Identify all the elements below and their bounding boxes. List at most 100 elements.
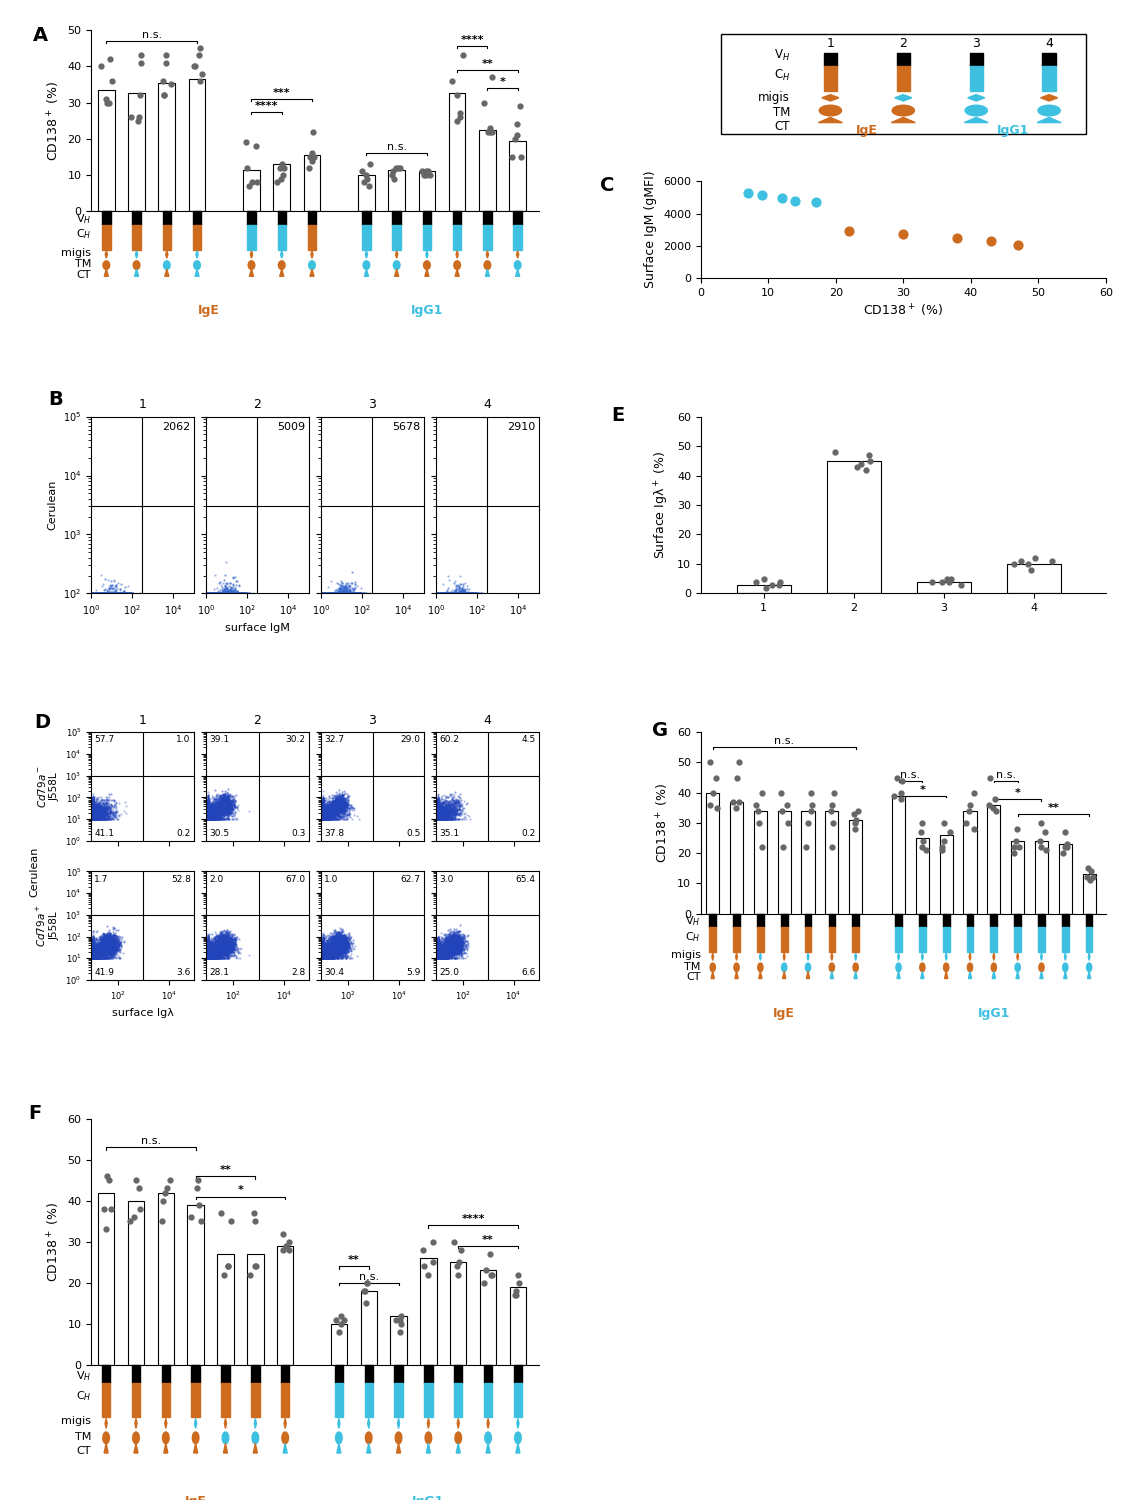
Point: [83, 940, 101, 964]
Point: [429, 940, 447, 964]
Point: [429, 945, 447, 969]
Point: [429, 940, 447, 964]
Point: [440, 938, 458, 962]
Point: [451, 582, 470, 606]
Point: [95, 582, 113, 606]
Point: [442, 924, 461, 948]
Point: [314, 794, 332, 818]
Point: [92, 933, 111, 957]
Point: [112, 582, 130, 606]
Point: [100, 582, 119, 606]
Point: [219, 798, 237, 822]
Point: [315, 940, 333, 964]
Point: [83, 807, 101, 831]
Point: [210, 582, 228, 606]
Point: [429, 936, 447, 960]
Point: [324, 582, 342, 606]
Point: [213, 932, 231, 956]
Point: [200, 939, 218, 963]
Point: [95, 946, 113, 970]
Point: [105, 582, 123, 606]
Point: [433, 942, 451, 966]
Point: [83, 940, 101, 964]
Point: [429, 804, 447, 828]
Point: [429, 927, 447, 951]
Point: [326, 944, 344, 968]
Point: [218, 933, 236, 957]
Point: [84, 802, 103, 826]
Point: [455, 582, 473, 606]
Point: [97, 933, 115, 957]
Point: [83, 940, 101, 964]
Point: [83, 946, 101, 970]
Point: [83, 938, 101, 962]
Point: [203, 944, 221, 968]
Point: [314, 936, 332, 960]
Point: [453, 580, 471, 604]
Point: [429, 806, 447, 830]
Point: [453, 582, 471, 606]
Point: [101, 582, 120, 606]
Point: [219, 582, 237, 606]
Point: [200, 802, 218, 826]
Point: [323, 806, 341, 830]
Point: [83, 939, 101, 963]
Point: [454, 582, 472, 606]
Point: [314, 944, 332, 968]
Point: [332, 582, 350, 606]
Point: [325, 802, 343, 826]
Point: [200, 801, 218, 825]
Point: [316, 939, 334, 963]
Point: [200, 796, 218, 820]
Point: [223, 582, 242, 606]
Point: [200, 800, 218, 824]
Ellipse shape: [193, 1432, 198, 1443]
Point: [200, 933, 218, 957]
Point: [335, 582, 353, 606]
Point: [435, 806, 454, 830]
Point: [429, 942, 447, 966]
Point: [314, 933, 332, 957]
Point: [319, 946, 337, 970]
Point: [315, 804, 333, 828]
Point: [218, 582, 236, 606]
Point: [221, 582, 239, 606]
Point: [320, 806, 339, 830]
Point: [83, 794, 101, 818]
Point: [429, 944, 447, 968]
Point: [314, 945, 332, 969]
Point: [318, 933, 336, 957]
Point: [227, 582, 245, 606]
Point: [83, 942, 101, 966]
Point: [429, 946, 447, 970]
Point: [324, 946, 342, 970]
Point: [327, 939, 345, 963]
Point: [315, 582, 333, 606]
Point: [326, 582, 344, 606]
Point: [204, 794, 222, 818]
Point: [331, 582, 349, 606]
Point: [443, 582, 462, 606]
Point: [209, 938, 227, 962]
Point: [333, 582, 351, 606]
Point: [429, 807, 447, 831]
Point: [314, 807, 332, 831]
Point: [316, 938, 334, 962]
Point: [200, 940, 218, 964]
Point: [106, 582, 124, 606]
Point: [200, 800, 218, 824]
Point: [332, 800, 350, 824]
Point: [315, 795, 333, 819]
Point: [453, 582, 471, 606]
Point: [315, 934, 333, 958]
Point: [219, 788, 237, 812]
Point: [104, 934, 122, 958]
Point: [429, 792, 447, 816]
Point: [83, 800, 101, 824]
Point: [83, 944, 101, 968]
Point: [314, 938, 332, 962]
Point: [223, 795, 242, 819]
Point: [429, 807, 447, 831]
Point: [213, 579, 231, 603]
Point: [111, 582, 129, 606]
